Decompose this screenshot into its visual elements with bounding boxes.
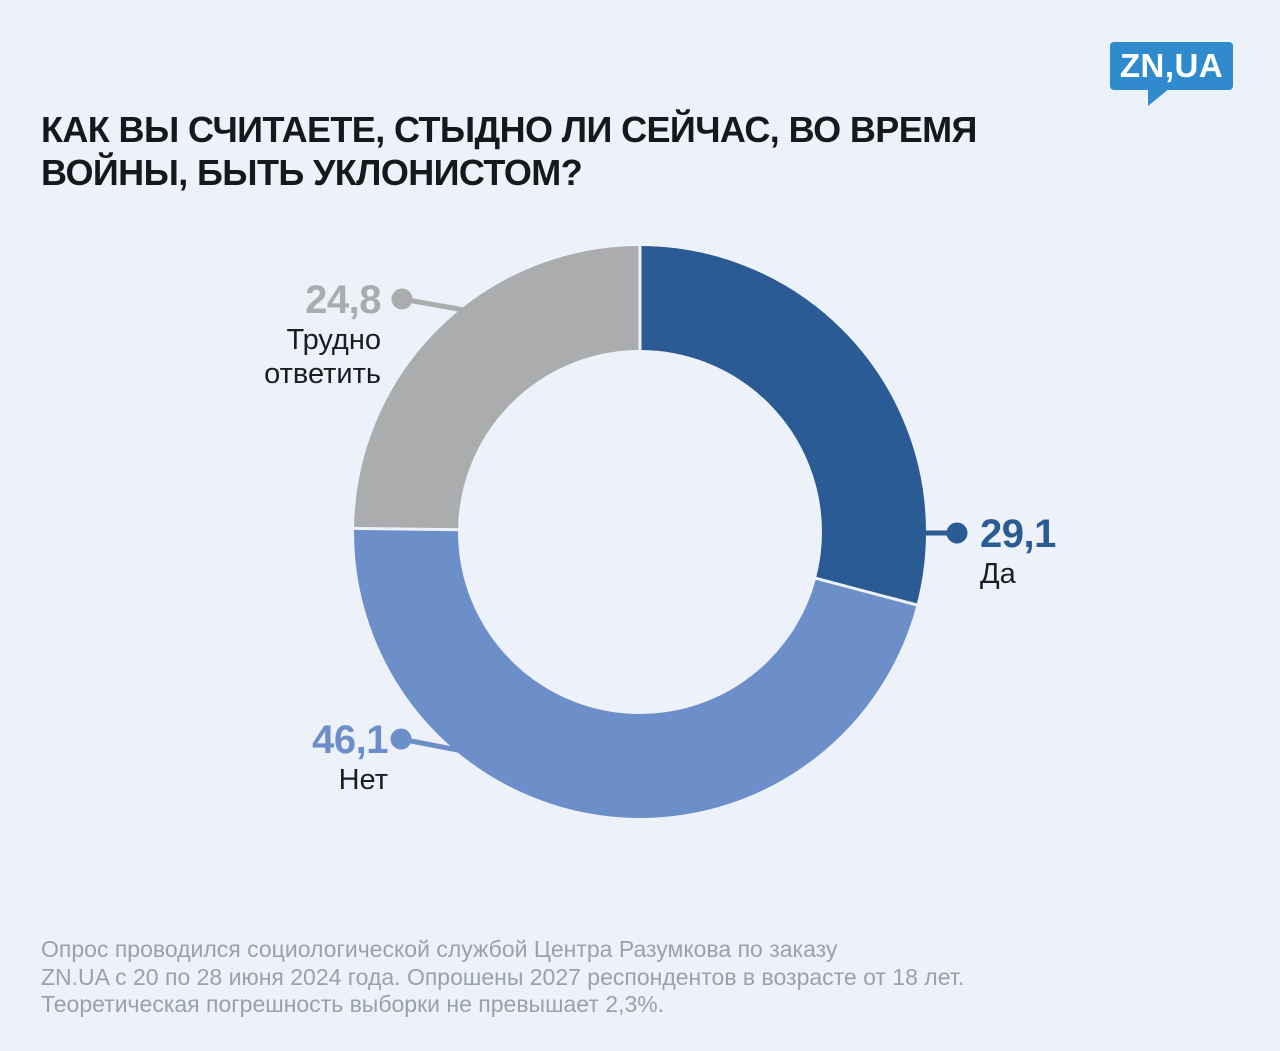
znua-logo: ZN,UA [1110, 42, 1233, 106]
logo-speech-tail-icon [1148, 88, 1170, 106]
segment-gap-1 [813, 576, 919, 607]
callout-yes-value: 29,1 [980, 512, 1056, 556]
segment-gap-2 [352, 526, 461, 532]
callout-hard-value: 24,8 [305, 278, 381, 322]
callout-no-label: Нет [338, 764, 388, 796]
callout-yes: 29,1 Да [980, 513, 1056, 591]
callout-no-value: 46,1 [312, 718, 388, 762]
callout-hard-to-answer: 24,8 Трудно ответить [264, 279, 381, 391]
logo-box: ZN,UA [1110, 42, 1233, 90]
methodology-note: Опрос проводился социологической службой… [41, 936, 965, 1017]
leader-dot-no [390, 728, 412, 750]
leader-dot-yes [946, 522, 968, 544]
chart-title: КАК ВЫ СЧИТАЕТЕ, СТЫДНО ЛИ СЕЙЧАС, ВО ВР… [41, 109, 977, 193]
callout-hard-label: Трудно ответить [264, 324, 381, 390]
logo-text: ZN,UA [1119, 47, 1224, 84]
callout-yes-label: Да [980, 558, 1016, 590]
leader-dot-hard [391, 288, 413, 310]
callout-no: 46,1 Нет [312, 719, 388, 797]
donut-segment-1 [354, 246, 926, 818]
